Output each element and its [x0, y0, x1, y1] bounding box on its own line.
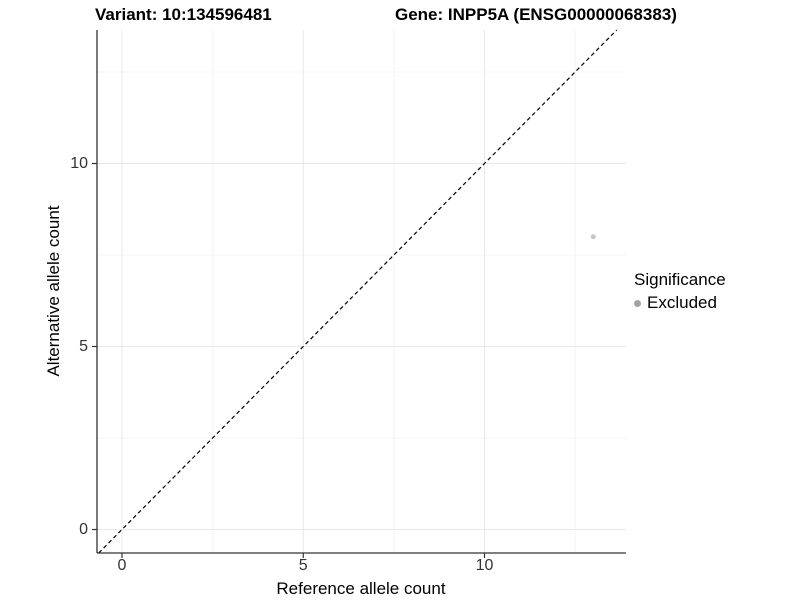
- y-tick-label: 10: [70, 154, 88, 172]
- identity-dashed-line: [98, 29, 618, 554]
- y-tick-label: 0: [79, 520, 88, 538]
- gene-title: Gene: INPP5A (ENSG00000068383): [395, 5, 677, 24]
- legend-entry-label: Excluded: [647, 293, 717, 312]
- y-axis-title: Alternative allele count: [44, 205, 63, 377]
- x-tick-label: 10: [475, 557, 494, 574]
- legend: Significance Excluded: [634, 270, 726, 313]
- x-axis-title: Reference allele count: [276, 579, 446, 598]
- y-tick-label: 5: [79, 337, 88, 355]
- legend-entry-excluded: Excluded: [634, 293, 726, 313]
- legend-key-dot-icon: [634, 299, 641, 307]
- x-tick-label: 0: [117, 557, 127, 574]
- data-point: [590, 234, 596, 240]
- x-tick-label: 5: [298, 557, 308, 574]
- variant-title: Variant: 10:134596481: [95, 5, 272, 24]
- legend-title: Significance: [634, 270, 726, 289]
